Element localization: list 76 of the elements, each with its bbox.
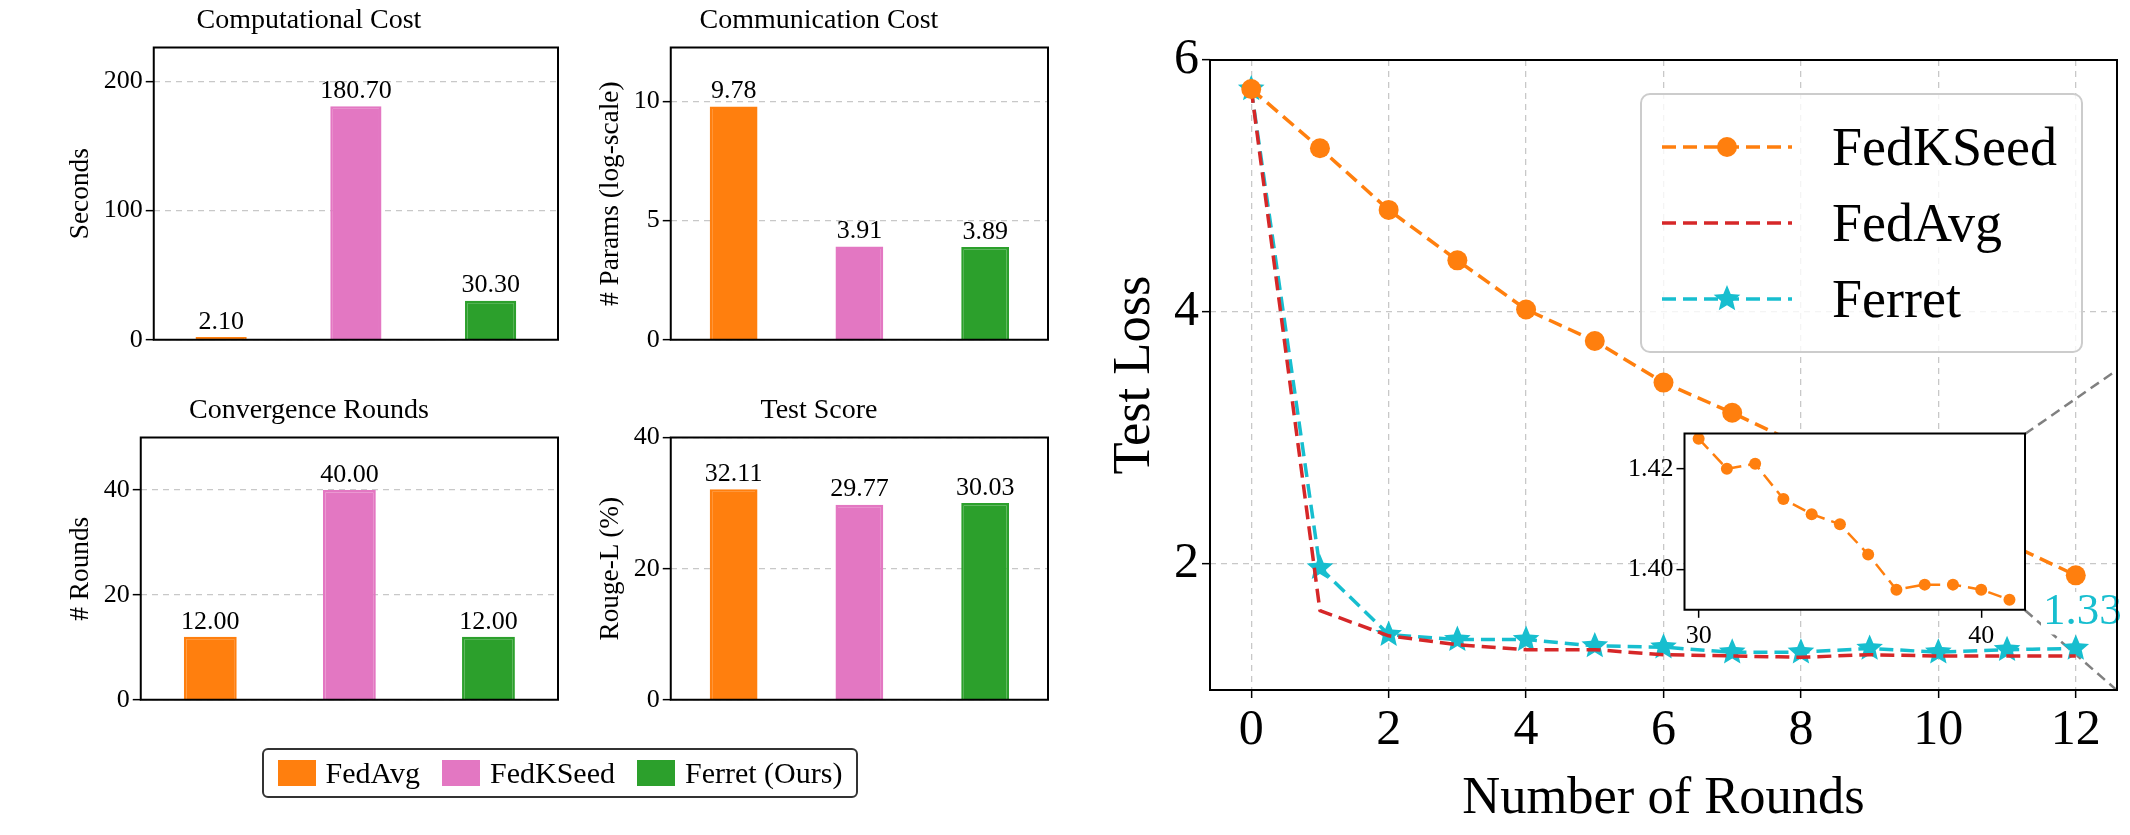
data-label: 3.89 <box>962 215 1008 245</box>
data-label: 2.10 <box>198 305 244 335</box>
data-label: 40.00 <box>320 458 379 488</box>
legend-label: FedKSeed <box>1832 116 2057 179</box>
y-tick-label: 5 <box>646 204 660 234</box>
chart-title: Convergence Rounds <box>189 393 429 425</box>
point <box>1722 402 1743 423</box>
point <box>1378 199 1399 220</box>
point <box>1975 583 1988 596</box>
chart-title: Communication Cost <box>699 3 939 35</box>
point <box>1890 583 1903 596</box>
y-tick-label: 100 <box>103 194 143 224</box>
data-label: 30.03 <box>955 471 1015 501</box>
point <box>1650 633 1677 659</box>
point <box>1805 508 1818 521</box>
y-axis-title: Seconds <box>63 148 94 240</box>
chart-title: Computational Cost <box>196 3 422 35</box>
data-label: 29.77 <box>830 473 889 503</box>
y-tick-label: 0 <box>129 323 143 353</box>
point <box>1584 330 1605 351</box>
y-tick-label: 4 <box>1174 280 1199 337</box>
y-axis-title: Rouge-L (%) <box>593 496 624 641</box>
point <box>1720 462 1733 475</box>
data-label: 9.78 <box>710 75 757 105</box>
point <box>2065 565 2086 586</box>
point <box>1447 250 1468 271</box>
point <box>1692 433 1705 445</box>
y-tick-label: 20 <box>633 552 660 582</box>
y-tick-label: 1.40 <box>1628 553 1674 583</box>
y-tick-label: 20 <box>103 578 130 608</box>
point <box>1653 372 1674 393</box>
legend-label: Ferret (Ours) <box>684 756 843 790</box>
point <box>1718 638 1746 664</box>
data-label: 180.70 <box>320 75 392 104</box>
x-axis-title: Number of Rounds <box>1462 766 1865 825</box>
x-tick-label: 0 <box>1238 699 1264 756</box>
y-tick-label: 40 <box>103 473 130 503</box>
point <box>1777 493 1790 506</box>
x-tick-label: 8 <box>1788 699 1814 756</box>
legend-label: FedKSeed <box>490 756 615 790</box>
point <box>1516 299 1537 320</box>
x-tick-label: 4 <box>1513 699 1539 756</box>
point <box>2062 634 2090 660</box>
point <box>1946 578 1959 591</box>
legend-label: FedAvg <box>1832 192 2003 255</box>
point <box>1833 518 1846 531</box>
x-tick-label: 30 <box>1685 620 1712 650</box>
y-axis-title: Test Loss <box>1102 275 1161 475</box>
data-label: 30.30 <box>461 269 520 299</box>
point <box>1918 578 1931 591</box>
point <box>1925 638 1952 664</box>
y-axis-title: # Params (log-scale) <box>593 81 624 306</box>
x-tick-label: 10 <box>1913 699 1964 756</box>
legend-label: FedAvg <box>325 756 420 790</box>
point <box>1512 625 1540 651</box>
point <box>1862 548 1875 561</box>
data-label: 12.00 <box>459 605 518 635</box>
y-tick-label: 2 <box>1174 532 1199 589</box>
y-tick-label: 6 <box>1174 28 1199 85</box>
data-label: 3.91 <box>836 215 883 245</box>
point <box>1749 457 1762 470</box>
point <box>2003 593 2016 606</box>
x-tick-label: 12 <box>2050 699 2101 756</box>
point <box>1309 138 1330 159</box>
chart-title: Test Score <box>760 393 878 425</box>
data-label: 32.11 <box>704 458 763 488</box>
y-tick-label: 40 <box>633 421 660 451</box>
y-tick-label: 0 <box>646 323 660 353</box>
y-tick-label: 200 <box>103 65 143 95</box>
data-label: 12.00 <box>181 605 240 635</box>
y-tick-label: 1.42 <box>1628 452 1674 482</box>
legend-label: Ferret <box>1832 268 1961 331</box>
y-tick-label: 10 <box>633 85 660 115</box>
point <box>1444 625 1471 651</box>
y-axis-title: # Rounds <box>63 516 94 621</box>
x-tick-label: 2 <box>1376 699 1402 756</box>
